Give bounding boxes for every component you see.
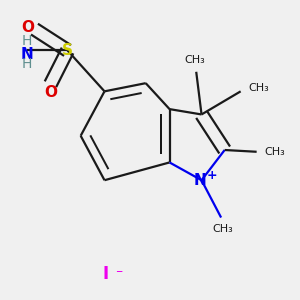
- Text: CH₃: CH₃: [265, 147, 285, 157]
- Text: H: H: [22, 57, 32, 71]
- Text: O: O: [22, 20, 34, 35]
- Text: ⁻: ⁻: [116, 267, 123, 281]
- Text: O: O: [45, 85, 58, 100]
- Text: S: S: [62, 43, 73, 58]
- Text: N: N: [194, 173, 206, 188]
- Text: +: +: [207, 169, 217, 182]
- Text: CH₃: CH₃: [248, 83, 269, 93]
- Text: CH₃: CH₃: [212, 224, 233, 234]
- Text: I: I: [103, 266, 109, 284]
- Text: CH₃: CH₃: [184, 56, 205, 65]
- Text: N: N: [20, 46, 33, 62]
- Text: H: H: [22, 34, 32, 47]
